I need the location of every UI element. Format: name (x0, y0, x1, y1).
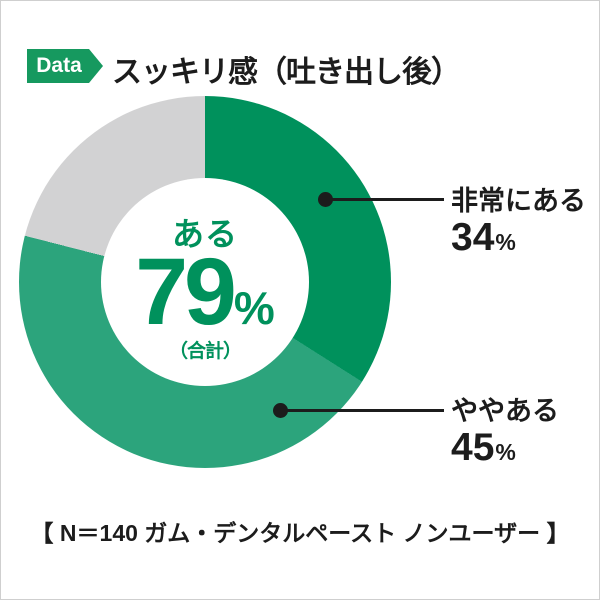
donut-center-value: 79 (135, 239, 237, 345)
callout-2-unit: % (495, 439, 516, 466)
donut-center-label: ある (171, 216, 238, 252)
sample-note-caption: 【 N＝140 ガム・デンタルペースト ノンユーザー 】 (30, 520, 570, 546)
callout-leader-line-2 (286, 409, 444, 412)
callout-dot-1 (318, 192, 333, 207)
callout-2-label: ややある (451, 396, 559, 426)
data-badge: Data (27, 49, 103, 83)
callout-1-value: 34 % (451, 218, 586, 257)
data-badge-label: Data (36, 54, 82, 77)
callout-1-number: 34 (451, 216, 495, 260)
callout-1-label: 非常にある (451, 186, 586, 216)
callout-2-number: 45 (451, 426, 495, 470)
donut-center: ある 79 % （合計） (101, 178, 309, 386)
callout-1-unit: % (495, 229, 516, 256)
callout-2-value: 45 % (451, 428, 559, 467)
callout-leader-line-1 (331, 198, 444, 201)
donut-center-unit: % (233, 282, 275, 334)
callout-dot-2 (273, 403, 288, 418)
donut-center-total: 79 % (135, 245, 275, 340)
callout-1: 非常にある 34 % (451, 186, 586, 257)
donut-center-note: （合計） (168, 341, 242, 362)
callout-2: ややある 45 % (451, 396, 559, 467)
page-title: スッキリ感（吐き出し後） (112, 56, 461, 89)
